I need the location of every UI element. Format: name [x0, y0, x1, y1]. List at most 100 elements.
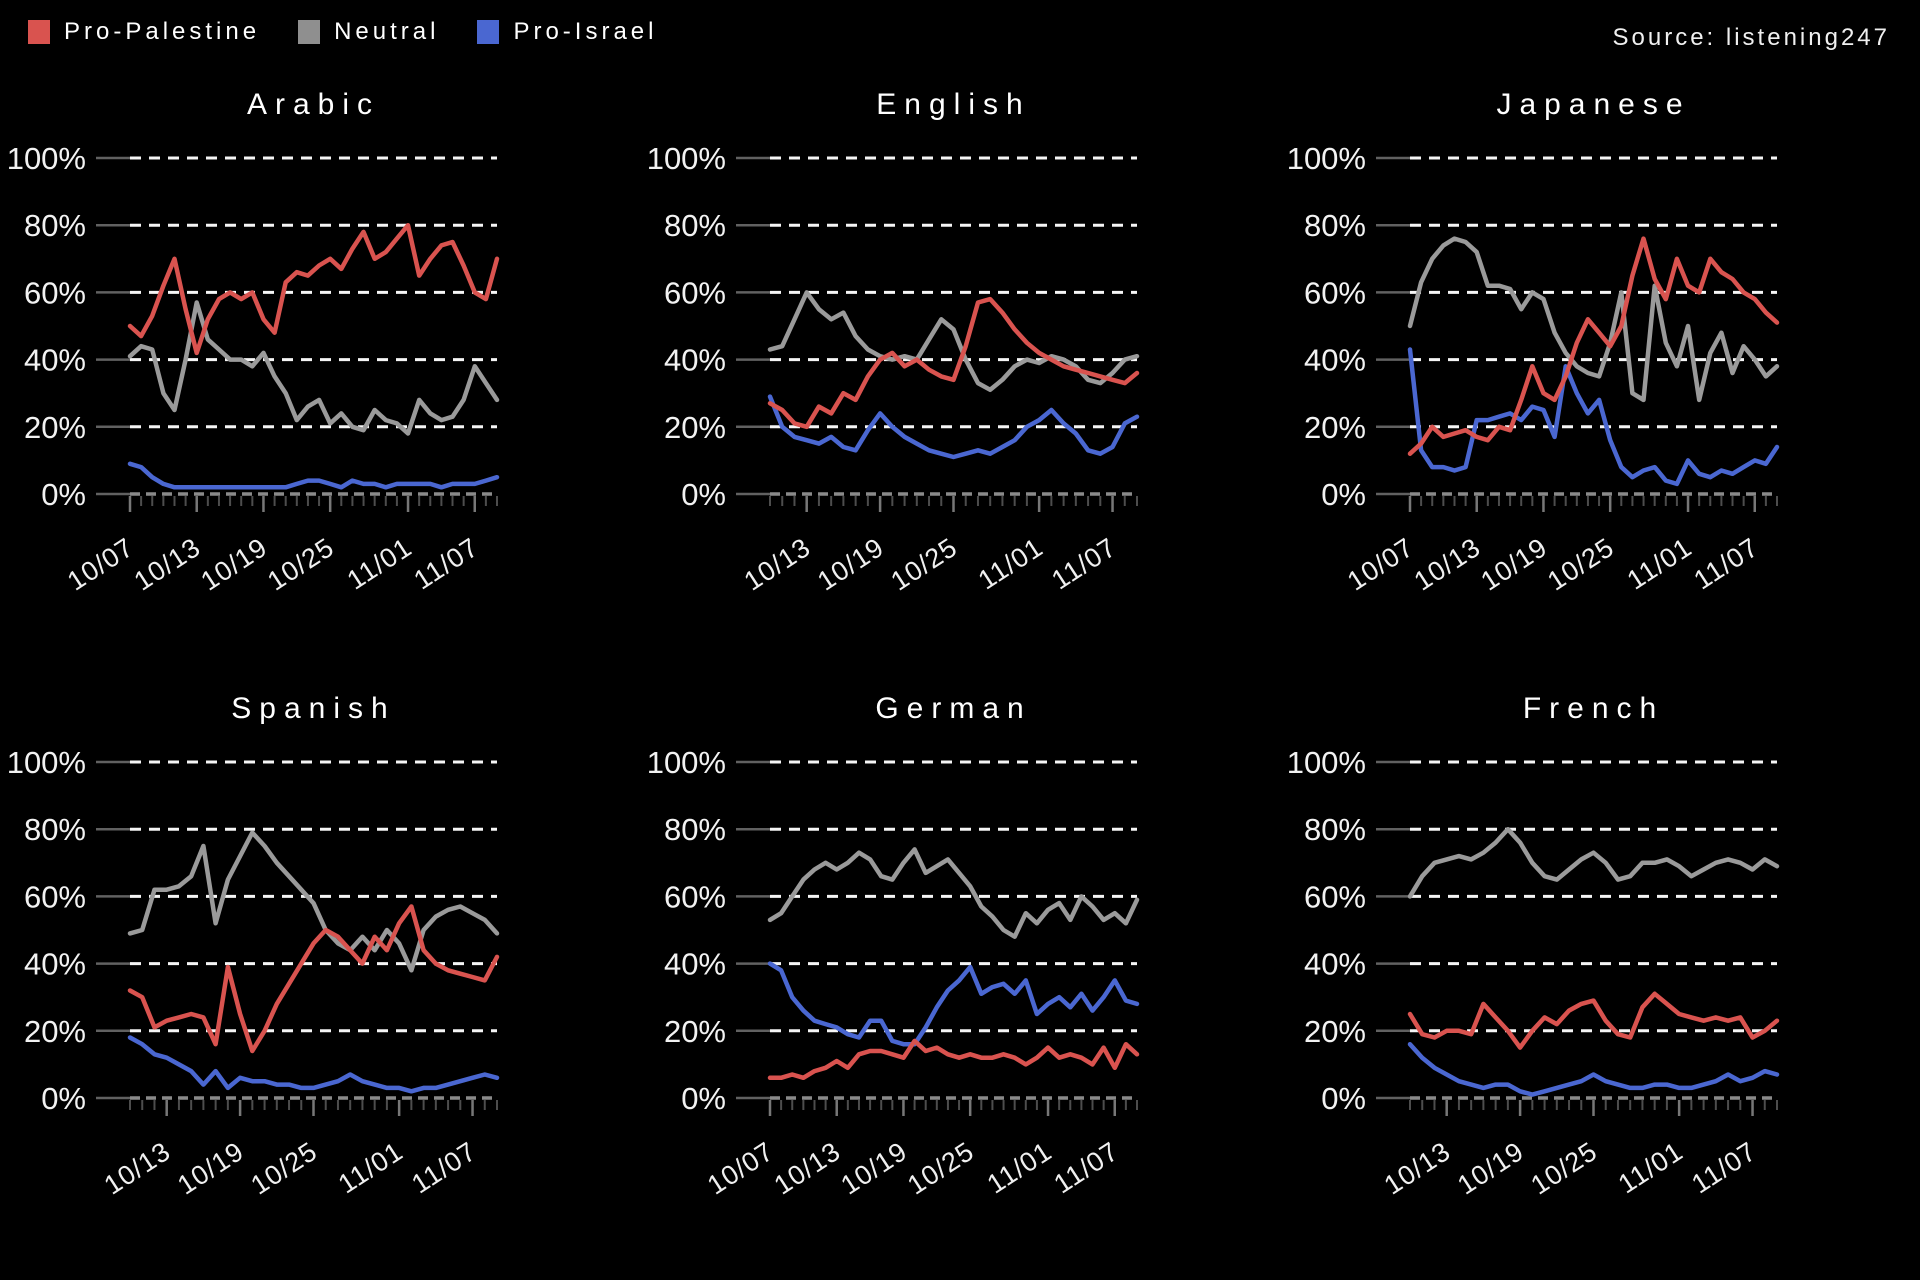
- x-tick-label: 10/13: [1409, 532, 1486, 597]
- y-tick-label: 0%: [1321, 1081, 1366, 1116]
- x-tick-label: 10/13: [769, 1136, 846, 1201]
- y-tick-label: 60%: [664, 275, 726, 310]
- chart-french: French 0% 20% 40% 60% 80% 100% 10/13 10/19 10/25 1…: [1280, 666, 1920, 1270]
- y-tick-label: 80%: [664, 208, 726, 243]
- pro-israel-swatch-icon: [477, 20, 500, 44]
- line-pro-israel: [1407, 1041, 1780, 1097]
- x-tick-label: 10/25: [1526, 1136, 1603, 1201]
- line-pro-israel: [1407, 347, 1780, 487]
- y-tick-label: 0%: [681, 1081, 726, 1116]
- legend-item-pro-palestine: Pro-Palestine: [28, 18, 260, 46]
- chart-title: German: [875, 692, 1031, 725]
- y-tick-label: 80%: [1304, 812, 1366, 847]
- y-tick-label: 0%: [681, 477, 726, 512]
- x-tick-label: 10/25: [1542, 532, 1619, 597]
- x-tick-label: 10/13: [99, 1136, 176, 1201]
- chart-svg: German0%20%40%60%80%100%10/0710/1310/191…: [647, 692, 1140, 1201]
- y-tick-label: 60%: [24, 879, 86, 914]
- x-tick-label: 10/13: [129, 532, 206, 597]
- legend-label: Pro-Palestine: [64, 18, 261, 45]
- x-tick-label: 10/07: [1342, 532, 1419, 597]
- chart-title: Arabic: [247, 88, 380, 121]
- charts-grid: Arabic 0% 20% 40% 60% 80% 100% 10/07 10/13 10/19 1…: [0, 62, 1920, 1270]
- pro-palestine-swatch-icon: [28, 20, 50, 44]
- x-tick-label: 11/07: [1049, 1136, 1125, 1200]
- legend-label: Neutral: [334, 18, 440, 45]
- y-tick-label: 100%: [1287, 141, 1366, 176]
- chart-arabic: Arabic 0% 20% 40% 60% 80% 100% 10/07 10/13 10/19 1…: [0, 62, 640, 666]
- y-tick-label: 60%: [664, 879, 726, 914]
- line-pro-israel: [127, 1035, 500, 1094]
- y-tick-label: 40%: [664, 947, 726, 982]
- y-tick-label: 40%: [24, 947, 86, 982]
- x-tick-label: 10/25: [262, 532, 339, 597]
- line-pro-palestine: [127, 904, 500, 1054]
- x-tick-label: 10/13: [739, 532, 816, 597]
- y-tick-label: 100%: [7, 745, 86, 780]
- chart-title: Japanese: [1496, 88, 1690, 121]
- line-neutral: [1407, 826, 1780, 899]
- y-tick-label: 60%: [24, 275, 86, 310]
- y-tick-label: 80%: [24, 208, 86, 243]
- y-tick-label: 100%: [1287, 745, 1366, 780]
- line-pro-palestine: [127, 222, 500, 356]
- line-pro-israel: [767, 394, 1140, 460]
- chart-svg: Spanish 0% 20% 40% 60% 80% 100% 10/1310/1910/25…: [7, 692, 500, 1201]
- x-tick-label: 10/25: [902, 1136, 979, 1201]
- y-tick-label: 40%: [664, 343, 726, 378]
- x-tick-label: 10/07: [62, 532, 139, 597]
- legend: Pro-Palestine Neutral Pro-Israel: [28, 18, 657, 46]
- line-neutral: [767, 290, 1140, 393]
- x-tick-label: 11/07: [1046, 532, 1122, 596]
- y-tick-label: 0%: [41, 1081, 86, 1116]
- y-tick-label: 40%: [1304, 947, 1366, 982]
- y-tick-label: 40%: [1304, 343, 1366, 378]
- line-neutral: [767, 847, 1140, 939]
- chart-english: English 0% 20% 40% 60% 80% 100% 10/13 10/19 10/25…: [640, 62, 1280, 666]
- y-tick-label: 100%: [7, 141, 86, 176]
- x-tick-label: 10/19: [196, 532, 273, 597]
- x-tick-label: 11/01: [1613, 1136, 1689, 1200]
- y-tick-label: 0%: [1321, 477, 1366, 512]
- line-pro-israel: [767, 961, 1140, 1047]
- neutral-swatch-icon: [298, 20, 321, 44]
- y-tick-label: 60%: [1304, 275, 1366, 310]
- chart-german: German 0% 20% 40% 60% 80% 100% 10/07 10/13 10/19 1…: [640, 666, 1280, 1270]
- x-tick-label: 11/07: [1686, 1136, 1762, 1200]
- x-tick-label: 11/01: [333, 1136, 409, 1200]
- x-tick-label: 11/07: [1689, 532, 1765, 596]
- chart-title: English: [876, 88, 1030, 121]
- source-credit: Source: listening247: [1612, 24, 1890, 51]
- chart-title: Spanish: [231, 692, 395, 725]
- x-tick-label: 10/19: [172, 1136, 249, 1201]
- line-pro-palestine: [1407, 236, 1780, 456]
- y-tick-label: 60%: [1304, 879, 1366, 914]
- line-pro-israel: [127, 461, 500, 490]
- x-tick-label: 10/19: [812, 532, 889, 597]
- x-tick-label: 11/07: [409, 532, 485, 596]
- x-tick-label: 10/13: [1379, 1136, 1456, 1201]
- legend-item-neutral: Neutral: [298, 18, 439, 46]
- x-tick-label: 11/07: [406, 1136, 482, 1200]
- x-tick-label: 11/01: [342, 532, 418, 596]
- y-tick-label: 20%: [664, 410, 726, 445]
- y-tick-label: 100%: [647, 745, 726, 780]
- x-tick-label: 11/01: [1622, 532, 1698, 596]
- y-tick-label: 80%: [1304, 208, 1366, 243]
- line-neutral: [127, 830, 500, 973]
- chart-spanish: Spanish 0% 20% 40% 60% 80% 100% 10/13 10/19 10/25…: [0, 666, 640, 1270]
- x-tick-label: 10/19: [836, 1136, 913, 1201]
- y-tick-label: 0%: [41, 477, 86, 512]
- y-tick-label: 80%: [664, 812, 726, 847]
- x-tick-label: 10/25: [886, 532, 963, 597]
- chart-svg: Japanese 0% 20% 40% 60% 80% 100% 10/0710/1310/1…: [1287, 88, 1780, 597]
- y-tick-label: 40%: [24, 343, 86, 378]
- y-tick-label: 20%: [1304, 1014, 1366, 1049]
- x-tick-label: 11/01: [973, 532, 1049, 596]
- y-tick-label: 20%: [24, 1014, 86, 1049]
- legend-item-pro-israel: Pro-Israel: [477, 18, 657, 46]
- y-tick-label: 20%: [1304, 410, 1366, 445]
- y-tick-label: 100%: [647, 141, 726, 176]
